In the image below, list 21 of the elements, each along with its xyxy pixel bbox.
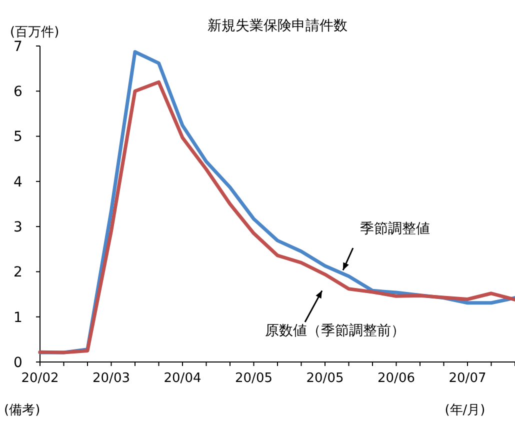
- y-tick-label: 5: [14, 129, 22, 146]
- x-tick-label: 20/07: [448, 371, 486, 386]
- x-tick-label: 20/05: [235, 371, 272, 386]
- x-tick-label: 20/05: [306, 371, 344, 386]
- x-tick-label: 20/04: [164, 371, 202, 386]
- x-tick-label: 20/06: [378, 371, 415, 386]
- text: (備考): [4, 403, 40, 418]
- text: 季節調整値: [360, 221, 430, 237]
- series-label: 原数値（季節調整前）: [265, 323, 405, 339]
- x-tick-label: 20/03: [92, 371, 130, 386]
- y-tick-label: 0: [14, 354, 22, 371]
- chart-title: 新規失業保険申請件数: [208, 18, 348, 34]
- y-tick-label: 2: [14, 264, 22, 281]
- y-tick-label: 6: [14, 84, 23, 100]
- y-tick-label: 4: [14, 174, 23, 190]
- y-tick-label: 1: [14, 310, 22, 326]
- x-axis-title: (年/月): [444, 403, 486, 418]
- y-tick-label: 3: [14, 219, 22, 236]
- y-tick-label: 7: [14, 38, 22, 55]
- x-tick-label: 20/02: [21, 371, 59, 386]
- y-axis-title: (百万件): [10, 25, 60, 40]
